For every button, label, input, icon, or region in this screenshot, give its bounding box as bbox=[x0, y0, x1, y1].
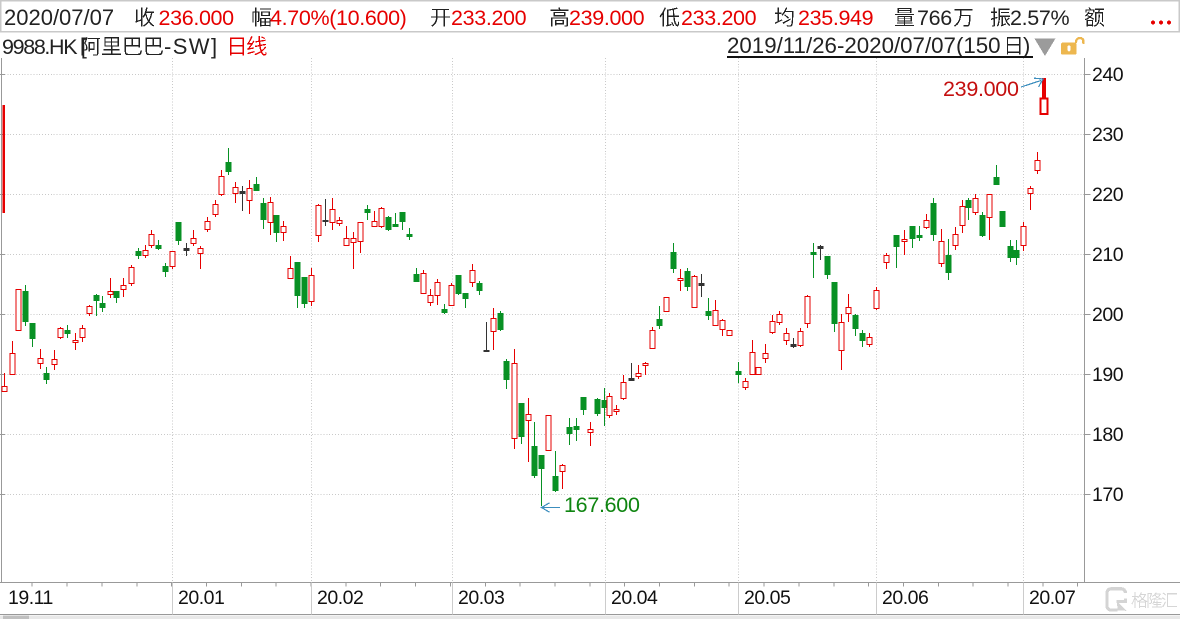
svg-text:4.70%(10.600): 4.70%(10.600) bbox=[270, 6, 407, 30]
svg-text:200: 200 bbox=[1092, 304, 1124, 326]
svg-text:236.000: 236.000 bbox=[159, 6, 235, 30]
svg-text:20.04: 20.04 bbox=[611, 587, 658, 609]
svg-text:-SW]: -SW] bbox=[164, 34, 218, 59]
svg-text:170: 170 bbox=[1092, 484, 1124, 506]
svg-text:220: 220 bbox=[1092, 184, 1124, 206]
svg-text:): ) bbox=[1023, 33, 1030, 58]
svg-text:20.06: 20.06 bbox=[882, 587, 928, 609]
svg-text:210: 210 bbox=[1092, 244, 1124, 266]
svg-text:20.01: 20.01 bbox=[178, 587, 224, 609]
svg-text:230: 230 bbox=[1092, 124, 1124, 146]
svg-text:240: 240 bbox=[1092, 64, 1124, 86]
svg-text:239.000: 239.000 bbox=[943, 77, 1019, 101]
svg-text:20.02: 20.02 bbox=[317, 587, 363, 609]
svg-text:20.05: 20.05 bbox=[744, 587, 791, 609]
svg-text:235.949: 235.949 bbox=[798, 6, 873, 30]
svg-text:190: 190 bbox=[1092, 364, 1124, 386]
svg-text:766: 766 bbox=[917, 6, 952, 30]
svg-text:233.200: 233.200 bbox=[451, 6, 527, 30]
svg-text:239.000: 239.000 bbox=[569, 6, 645, 30]
svg-text:180: 180 bbox=[1092, 424, 1124, 446]
svg-text:167.600: 167.600 bbox=[564, 493, 640, 517]
svg-text:20.03: 20.03 bbox=[458, 587, 504, 609]
svg-text:2019/11/26-2020/07/07(150: 2019/11/26-2020/07/07(150 bbox=[727, 33, 1001, 58]
svg-text:19.11: 19.11 bbox=[8, 587, 53, 609]
svg-text:233.200: 233.200 bbox=[681, 6, 757, 30]
svg-text:9988.HK [: 9988.HK [ bbox=[2, 35, 87, 59]
svg-text:20.07: 20.07 bbox=[1029, 587, 1075, 609]
svg-text:2.57%: 2.57% bbox=[1010, 6, 1069, 30]
svg-text:2020/07/07: 2020/07/07 bbox=[4, 5, 114, 30]
